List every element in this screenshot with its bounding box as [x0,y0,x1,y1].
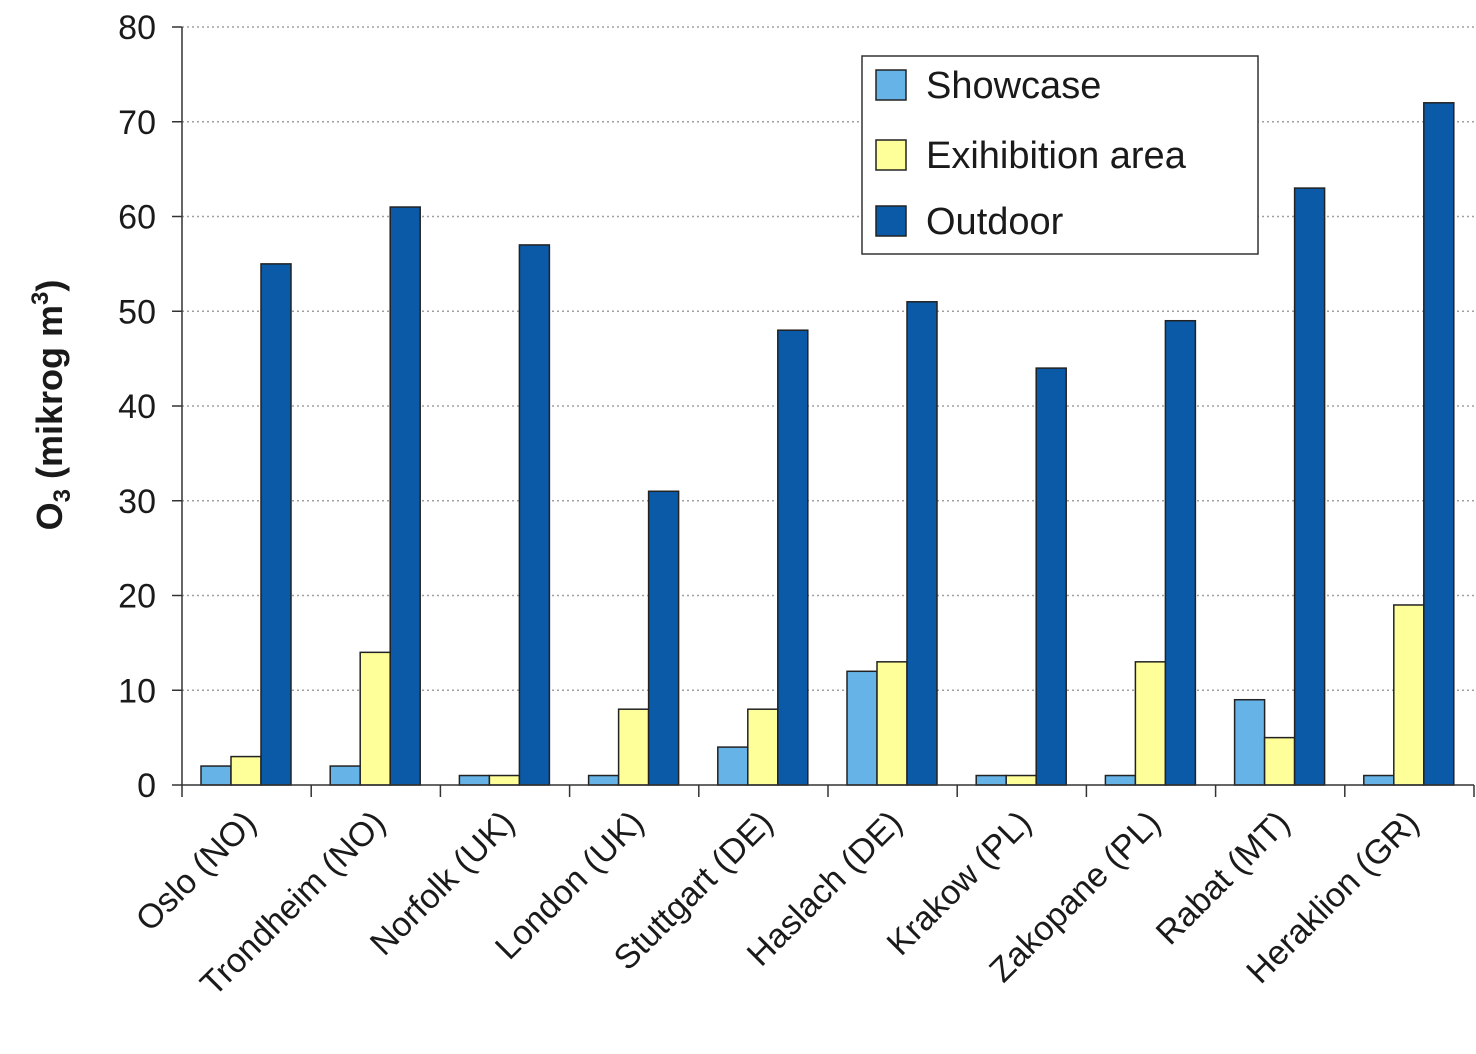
legend-label-outdoor: Outdoor [926,201,1064,243]
bar-exihibition-area-2 [488,774,521,786]
y-axis-title-superscript: 3 [27,292,54,305]
bar-outdoor-6 [1035,367,1067,786]
legend-swatch-exhibition-area [875,139,907,171]
legend-swatch-showcase [875,69,907,101]
y-tick-label-70: 70 [118,104,156,142]
bar-exihibition-area-0 [230,755,262,786]
y-tick-label-20: 20 [118,578,156,616]
bar-exihibition-area-4 [747,708,779,786]
y-tick-label-60: 60 [118,199,156,237]
legend-label-showcase: Showcase [926,65,1101,107]
bar-showcase-4 [717,746,749,786]
bar-outdoor-5 [906,301,938,786]
y-axis-title-rest: (mikrog m [29,305,70,489]
legend: Showcase Exihibition area Outdoor [861,55,1259,255]
bar-exihibition-area-1 [359,651,391,786]
axes [172,26,1475,797]
y-tick-label-80: 80 [118,9,156,47]
y-tick-label-0: 0 [137,767,156,805]
bar-outdoor-8 [1293,187,1326,786]
bar-exihibition-area-8 [1263,736,1296,786]
y-axis-title: O3 (mikrog m3) [27,280,76,531]
bar-showcase-1 [329,765,361,786]
bar-showcase-5 [846,670,878,786]
bar-outdoor-0 [260,263,292,786]
bar-showcase-0 [200,765,232,786]
legend-swatch-outdoor [875,205,907,237]
bar-showcase-3 [587,774,620,786]
y-tick-labels: 0 10 20 30 40 50 60 70 80 [118,9,156,805]
bar-showcase-6 [975,774,1007,786]
bars [200,102,1455,786]
x-tick-label-0: Oslo (NO) [129,804,264,939]
y-tick-label-50: 50 [118,293,156,331]
bar-exihibition-area-5 [876,661,908,786]
bar-outdoor-7 [1164,319,1197,786]
bar-outdoor-3 [647,490,680,786]
y-axis-title-end: ) [29,280,70,292]
bar-outdoor-4 [777,329,809,786]
bar-exihibition-area-6 [1005,774,1037,786]
bar-exihibition-area-3 [617,708,650,786]
y-tick-label-40: 40 [118,388,156,426]
legend-box [861,55,1259,255]
bar-showcase-8 [1233,698,1266,786]
y-axis-title-main: O [29,502,70,530]
gridlines [182,26,1474,691]
y-tick-label-30: 30 [118,483,156,521]
legend-label-exhibition-area: Exihibition area [926,135,1187,177]
bar-exihibition-area-9 [1393,604,1425,786]
bar-showcase-7 [1104,774,1137,786]
y-axis-title-subscript: 3 [49,489,76,502]
y-tick-label-10: 10 [118,672,156,710]
x-tick-labels: Oslo (NO)Trondheim (NO)Norfolk (UK)Londo… [129,804,1427,1004]
bar-exihibition-area-7 [1134,661,1167,786]
bar-outdoor-9 [1423,102,1455,786]
bar-outdoor-2 [518,244,551,786]
bar-outdoor-1 [389,206,421,786]
bar-showcase-2 [458,774,491,786]
bar-showcase-9 [1363,774,1395,786]
